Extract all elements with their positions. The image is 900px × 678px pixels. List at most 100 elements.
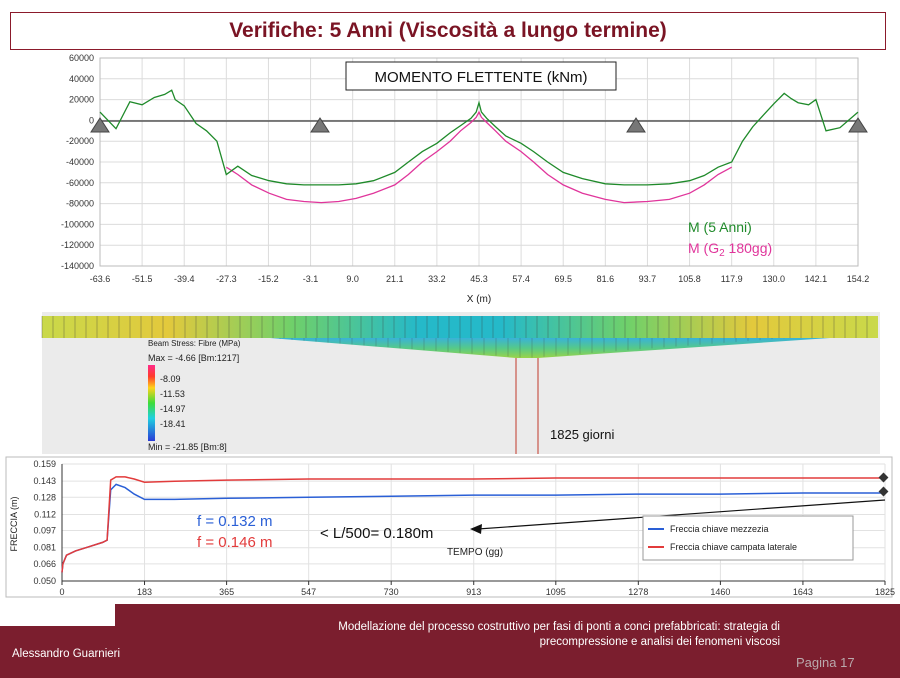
- deflection-y-tick: 0.050: [33, 576, 56, 586]
- beam-top-flange: [42, 316, 878, 338]
- deflection-x-tick: 1278: [628, 587, 648, 597]
- annotation-red: f = 0.146 m: [197, 534, 272, 551]
- moment-x-tick: -51.5: [132, 274, 153, 284]
- moment-x-tick: 81.6: [597, 274, 615, 284]
- deflection-series-laterale: [61, 476, 885, 573]
- stress-max: Max = -4.66 [Bm:1217]: [148, 353, 239, 363]
- page-number: Pagina 17: [796, 655, 855, 670]
- legend-g2: M (G2 180gg): [688, 240, 772, 259]
- stress-scale-label: -18.41: [160, 419, 186, 429]
- moment-x-tick: -15.2: [258, 274, 279, 284]
- moment-gridlines: [99, 57, 859, 267]
- support-icon: [310, 117, 330, 133]
- moment-x-tick: 93.7: [639, 274, 657, 284]
- deflection-x-tick: 365: [219, 587, 234, 597]
- end-marker: [878, 472, 889, 483]
- moment-y-tick: 0: [89, 115, 94, 125]
- moment-chart: 60000 40000 20000 0 -20000 -40000 -60000 -80000…: [61, 53, 870, 305]
- deflection-x-tick: 183: [137, 587, 152, 597]
- moment-x-tick: 21.1: [386, 274, 404, 284]
- moment-y-tick: 40000: [69, 74, 94, 84]
- stress-scale-labels: -8.09 -11.53 -14.97 -18.41: [160, 374, 186, 429]
- moment-x-tick: 105.8: [678, 274, 701, 284]
- deflection-y-tick: 0.066: [33, 559, 56, 569]
- deflection-x-tick: 0: [59, 587, 64, 597]
- moment-x-tick: 45.3: [470, 274, 488, 284]
- moment-y-tick: -60000: [66, 178, 94, 188]
- deflection-x-ticks: 0 183 365 547 730 913 1095 1278 1460 1643 1825: [59, 587, 895, 597]
- legend-mezzeria: Freccia chiave mezzezia: [670, 524, 769, 534]
- moment-y-tick: 20000: [69, 95, 94, 105]
- footer-author: Alessandro Guarnieri: [12, 648, 121, 660]
- moment-x-tick: 154.2: [847, 274, 870, 284]
- deflection-x-tick: 1643: [793, 587, 813, 597]
- deflection-y-tick: 0.112: [34, 509, 56, 519]
- moment-title: MOMENTO FLETTENTE (kNm): [374, 69, 587, 86]
- deflection-x-tick: 730: [384, 587, 399, 597]
- moment-x-tick: -27.3: [216, 274, 237, 284]
- stress-scale-label: -8.09: [160, 374, 181, 384]
- deflection-y-tick: 0.081: [33, 543, 56, 553]
- stress-scale-label: -11.53: [160, 389, 185, 399]
- stress-color-scale: [148, 365, 155, 441]
- deflection-xlabel: TEMPO (gg): [447, 547, 503, 558]
- deflection-frame: [5, 456, 893, 598]
- moment-y-tick: -20000: [66, 136, 94, 146]
- moment-y-ticks: 60000 40000 20000 0 -20000 -40000 -60000 -80000…: [61, 53, 94, 271]
- stress-legend-title: Beam Stress: Fibre (MPa): [148, 339, 241, 348]
- deflection-y-ticks: 0.159 0.143 0.128 0.112 0.097 0.081 0.066 0.050: [33, 459, 56, 586]
- support-icon: [90, 117, 110, 133]
- deflection-x-tick: 913: [466, 587, 481, 597]
- moment-x-tick: 69.5: [554, 274, 572, 284]
- beam-segments: [41, 316, 868, 358]
- moment-y-tick: -80000: [66, 199, 94, 209]
- moment-title-box: [345, 61, 617, 91]
- deflection-ylabel: FRECCIA (m): [9, 496, 19, 551]
- legend-laterale: Freccia chiave campata laterale: [670, 542, 797, 552]
- support-icon: [626, 117, 646, 133]
- moment-x-tick: 33.2: [428, 274, 446, 284]
- moment-y-tick: -120000: [61, 240, 94, 250]
- moment-y-tick: -140000: [61, 261, 94, 271]
- deflection-chart: 0.159 0.143 0.128 0.112 0.097 0.081 0.066 0.050…: [5, 456, 895, 598]
- support-icon: [848, 117, 868, 133]
- deflection-x-tick: 1825: [875, 587, 895, 597]
- limit-arrow-line: [477, 499, 886, 530]
- moment-y-tick: -100000: [61, 219, 94, 229]
- time-label: 1825 giorni: [550, 427, 614, 442]
- moment-x-tick: 130.0: [763, 274, 786, 284]
- deflection-x-tick: 1095: [546, 587, 566, 597]
- deflection-y-tick: 0.159: [33, 459, 56, 469]
- annotation-blue: f = 0.132 m: [197, 513, 272, 530]
- stress-scale-label: -14.97: [160, 404, 186, 414]
- moment-series-5anni: [99, 89, 859, 186]
- beam-web: [270, 338, 830, 358]
- deflection-x-tick: 547: [301, 587, 316, 597]
- moment-y-tick: 60000: [69, 53, 94, 63]
- moment-x-tick: 117.9: [721, 274, 743, 284]
- deflection-x-tick: 1460: [710, 587, 730, 597]
- moment-plot-frame: [99, 57, 859, 267]
- deflection-y-tick: 0.143: [33, 476, 56, 486]
- deflection-y-tick: 0.097: [33, 526, 56, 536]
- end-marker: [878, 486, 889, 497]
- limit-arrow-head: [470, 524, 482, 534]
- annotation-limit: < L/500= 0.180m: [320, 525, 433, 542]
- moment-x-tick: -3.1: [303, 274, 319, 284]
- deflection-legend-box: [642, 515, 854, 561]
- footer-subtitle: Modellazione del processo costruttivo pe…: [338, 621, 780, 648]
- moment-x-tick: 9.0: [346, 274, 359, 284]
- moment-y-tick: -40000: [66, 157, 94, 167]
- moment-x-tick: -63.6: [90, 274, 111, 284]
- footer-band: [115, 604, 900, 678]
- moment-x-tick: 142.1: [805, 274, 828, 284]
- moment-x-tick: -39.4: [174, 274, 195, 284]
- moment-xlabel: X (m): [467, 294, 491, 305]
- moment-series-g2: [225, 110, 733, 204]
- stress-panel: Beam Stress: Fibre (MPa) Max = -4.66 [Bm…: [41, 312, 880, 454]
- moment-x-tick: 57.4: [512, 274, 530, 284]
- slide-title-box: Verifiche: 5 Anni (Viscosità a lungo ter…: [10, 12, 886, 50]
- stress-min: Min = -21.85 [Bm:8]: [148, 442, 227, 452]
- legend-5anni: M (5 Anni): [688, 219, 752, 235]
- deflection-y-tick: 0.128: [33, 492, 56, 502]
